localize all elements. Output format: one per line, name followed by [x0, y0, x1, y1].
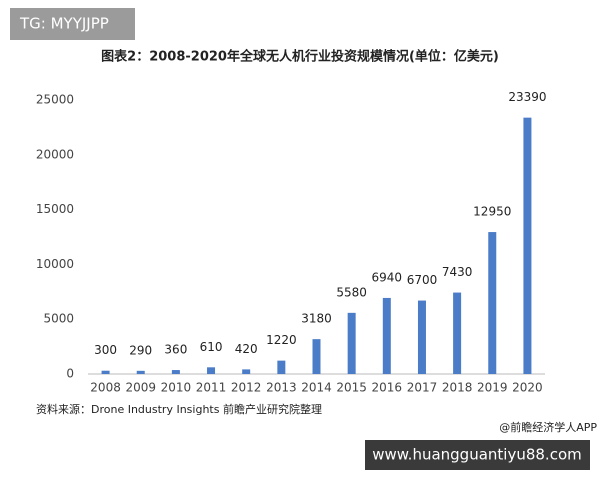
credit: @前瞻经济学人APP [499, 420, 597, 434]
y-tick-label: 5000 [43, 312, 74, 326]
chart-title: 图表2：2008-2020年全球无人机行业投资规模情况(单位：亿美元) [101, 49, 499, 65]
bar [488, 232, 497, 374]
x-tick-label: 2008 [90, 381, 121, 395]
corner-tag: TG: MYYJJPP [19, 15, 109, 33]
value-label: 360 [164, 343, 187, 357]
value-label: 1220 [266, 333, 297, 347]
x-tick-label: 2016 [372, 381, 403, 395]
bar [101, 370, 110, 374]
bar [453, 292, 462, 374]
value-label: 3180 [301, 312, 332, 326]
bar [171, 370, 180, 374]
x-tick-label: 2020 [512, 381, 543, 395]
bar [417, 300, 426, 374]
site-banner: www.huangguantiyu88.com [372, 446, 581, 464]
x-tick-label: 2019 [477, 381, 508, 395]
x-tick-label: 2017 [407, 381, 438, 395]
tag-box [10, 8, 135, 40]
bar [347, 312, 356, 374]
bar [136, 370, 145, 374]
bar [242, 369, 251, 374]
x-tick-label: 2012 [231, 381, 262, 395]
value-label: 7430 [442, 265, 473, 279]
source-note: 资料来源：Drone Industry Insights 前瞻产业研究院整理 [36, 402, 322, 416]
y-tick-label: 25000 [36, 93, 74, 107]
x-tick-label: 2009 [125, 381, 156, 395]
x-tick-label: 2018 [442, 381, 473, 395]
bar [523, 117, 532, 374]
bar [312, 339, 321, 374]
value-label: 23390 [508, 90, 546, 104]
value-label: 6700 [407, 273, 438, 287]
banner-box [365, 440, 590, 470]
x-tick-label: 2011 [196, 381, 227, 395]
y-tick-label: 20000 [36, 147, 74, 161]
y-tick-label: 10000 [36, 257, 74, 271]
x-tick-label: 2010 [161, 381, 192, 395]
value-label: 610 [200, 340, 223, 354]
x-tick-label: 2014 [301, 381, 332, 395]
bar [382, 297, 391, 374]
y-tick-label: 0 [66, 367, 74, 381]
value-label: 290 [129, 343, 152, 357]
x-tick-label: 2015 [336, 381, 367, 395]
x-tick-label: 2013 [266, 381, 297, 395]
value-label: 420 [235, 342, 258, 356]
y-tick-label: 15000 [36, 202, 74, 216]
bar [277, 360, 286, 374]
bar [207, 367, 216, 374]
value-label: 6940 [372, 270, 403, 284]
value-label: 300 [94, 343, 117, 357]
value-label: 12950 [473, 205, 511, 219]
value-label: 5580 [336, 285, 367, 299]
